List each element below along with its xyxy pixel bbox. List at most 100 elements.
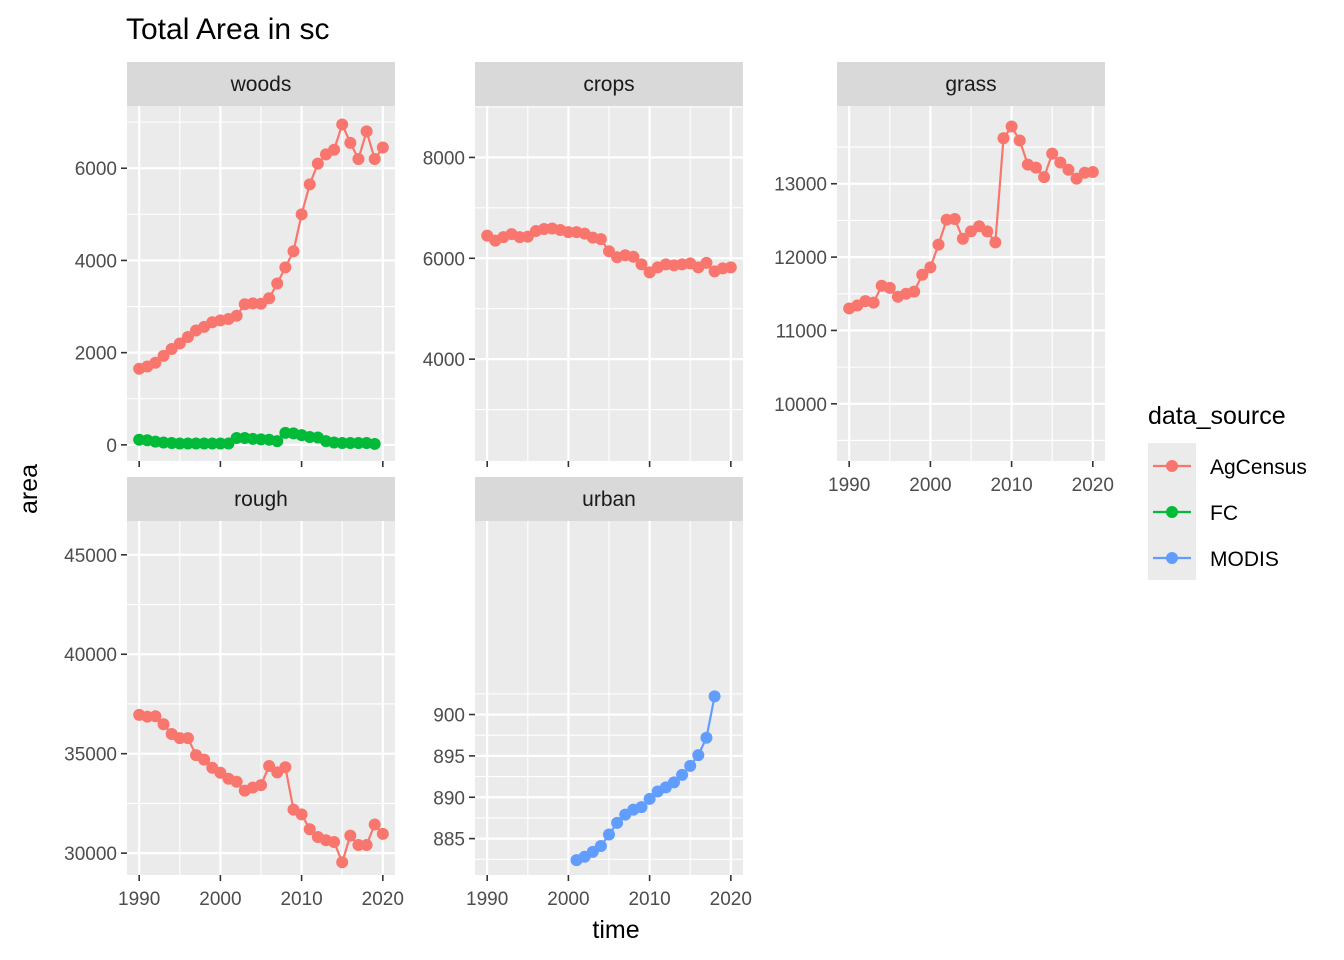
- data-point-AgCensus: [368, 153, 381, 166]
- data-point-AgCensus: [924, 261, 937, 274]
- x-tick-label: 1990: [828, 475, 870, 496]
- y-tick-label-rough: 40000: [64, 645, 117, 666]
- data-point-AgCensus: [1054, 156, 1067, 169]
- y-tick-label-urban: 895: [433, 747, 465, 768]
- data-point-AgCensus: [1038, 171, 1051, 184]
- y-tick-label-woods: 4000: [75, 251, 117, 272]
- data-point-AgCensus: [328, 143, 341, 156]
- strip-label-crops: crops: [583, 73, 634, 96]
- data-point-AgCensus: [635, 258, 648, 271]
- y-tick-label-grass: 12000: [774, 248, 827, 269]
- data-point-AgCensus: [352, 153, 365, 166]
- data-point-MODIS: [692, 749, 705, 762]
- x-tick-label: 2000: [547, 889, 589, 910]
- data-point-AgCensus: [230, 775, 243, 788]
- series-crops-AgCensus: [481, 222, 737, 279]
- data-point-MODIS: [635, 801, 648, 814]
- data-point-AgCensus: [157, 349, 170, 362]
- panel-woods: woods 0 2000 4000 6000: [75, 62, 395, 467]
- data-point-AgCensus: [368, 818, 381, 831]
- data-point-AgCensus: [344, 829, 357, 842]
- data-point-AgCensus: [1086, 166, 1099, 179]
- data-point-MODIS: [643, 792, 656, 805]
- data-point-AgCensus: [311, 157, 324, 170]
- data-point-AgCensus: [376, 827, 389, 840]
- data-point-AgCensus: [263, 292, 276, 305]
- data-point-MODIS: [667, 776, 680, 789]
- y-tick-label-crops: 8000: [423, 148, 465, 169]
- legend-key-point: [1166, 506, 1178, 518]
- x-tick-label: 2010: [280, 889, 322, 910]
- x-tick-label: 2000: [199, 889, 241, 910]
- panel-grass: grass 10000 11000 12000 13000 1990 2000 2010 202…: [774, 62, 1114, 496]
- y-tick-label-rough: 30000: [64, 844, 117, 865]
- strip-label-woods: woods: [230, 73, 292, 96]
- data-point-MODIS: [676, 768, 689, 781]
- y-tick-label-rough: 35000: [64, 745, 117, 766]
- y-tick-label-urban: 885: [433, 830, 465, 851]
- series-rough-AgCensus: [133, 708, 389, 869]
- data-point-AgCensus: [724, 261, 737, 274]
- strip-crops: [475, 62, 743, 106]
- data-point-AgCensus: [1029, 161, 1042, 174]
- strip-urban: [475, 477, 743, 521]
- data-point-AgCensus: [149, 356, 162, 369]
- y-tick-label-woods: 2000: [75, 344, 117, 365]
- legend-key-point: [1166, 460, 1178, 472]
- data-point-AgCensus: [1062, 163, 1075, 176]
- data-point-AgCensus: [908, 285, 921, 298]
- data-point-AgCensus: [181, 732, 194, 745]
- data-point-MODIS: [708, 690, 721, 703]
- data-point-AgCensus: [336, 118, 349, 131]
- data-point-AgCensus: [287, 245, 300, 258]
- data-point-AgCensus: [360, 125, 373, 138]
- panels-layer: woods 0 2000 4000 6000 crops 4000 6000 8000 grass…: [64, 62, 1114, 910]
- legend-title: data_source: [1148, 402, 1286, 430]
- panel-rough: rough 30000 35000 40000 45000 1990 2000 2010 202…: [64, 477, 404, 910]
- data-point-AgCensus: [198, 753, 211, 766]
- data-point-AgCensus: [344, 136, 357, 149]
- series-urban-MODIS: [570, 690, 721, 867]
- y-tick-label-grass: 10000: [774, 395, 827, 416]
- data-point-AgCensus: [157, 718, 170, 731]
- y-tick-label-rough: 45000: [64, 546, 117, 567]
- data-point-AgCensus: [271, 277, 284, 290]
- x-tick-label: 2020: [710, 889, 752, 910]
- strip-label-rough: rough: [234, 488, 288, 511]
- y-tick-label-urban: 900: [433, 706, 465, 727]
- data-point-AgCensus: [173, 337, 186, 350]
- data-point-AgCensus: [867, 296, 880, 309]
- x-tick-label: 1990: [118, 889, 160, 910]
- legend-entry-MODIS: MODIS: [1153, 548, 1279, 571]
- x-tick-label: 2020: [1072, 475, 1114, 496]
- legend-entries: AgCensus FC MODIS: [1153, 456, 1307, 571]
- data-point-MODIS: [594, 840, 607, 853]
- legend-entry-AgCensus: AgCensus: [1153, 456, 1307, 479]
- data-point-AgCensus: [336, 856, 349, 869]
- data-point-AgCensus: [303, 178, 316, 191]
- data-point-MODIS: [603, 828, 615, 841]
- data-point-AgCensus: [360, 838, 373, 851]
- data-point-FC: [271, 435, 284, 448]
- data-point-AgCensus: [376, 141, 389, 154]
- data-point-MODIS: [684, 759, 697, 772]
- data-point-MODIS: [611, 816, 624, 829]
- series-woods-FC: [133, 426, 381, 450]
- data-point-MODIS: [700, 731, 713, 744]
- y-tick-label-crops: 4000: [423, 350, 465, 371]
- y-axis-title: area: [15, 464, 43, 514]
- x-axis-title: time: [592, 916, 639, 944]
- data-point-AgCensus: [149, 710, 162, 723]
- data-point-AgCensus: [230, 309, 243, 322]
- data-point-AgCensus: [700, 256, 713, 269]
- panel-crops: crops 4000 6000 8000: [423, 62, 743, 467]
- strip-woods: [127, 62, 395, 106]
- data-point-AgCensus: [627, 250, 640, 263]
- data-point-AgCensus: [956, 232, 969, 245]
- y-tick-label-woods: 0: [106, 436, 117, 457]
- x-tick-label: 2010: [990, 475, 1032, 496]
- panel-urban: urban 885 890 895 900 1990 2000 2010 2020: [433, 477, 752, 910]
- y-tick-label-grass: 11000: [776, 321, 827, 342]
- data-point-AgCensus: [594, 233, 607, 246]
